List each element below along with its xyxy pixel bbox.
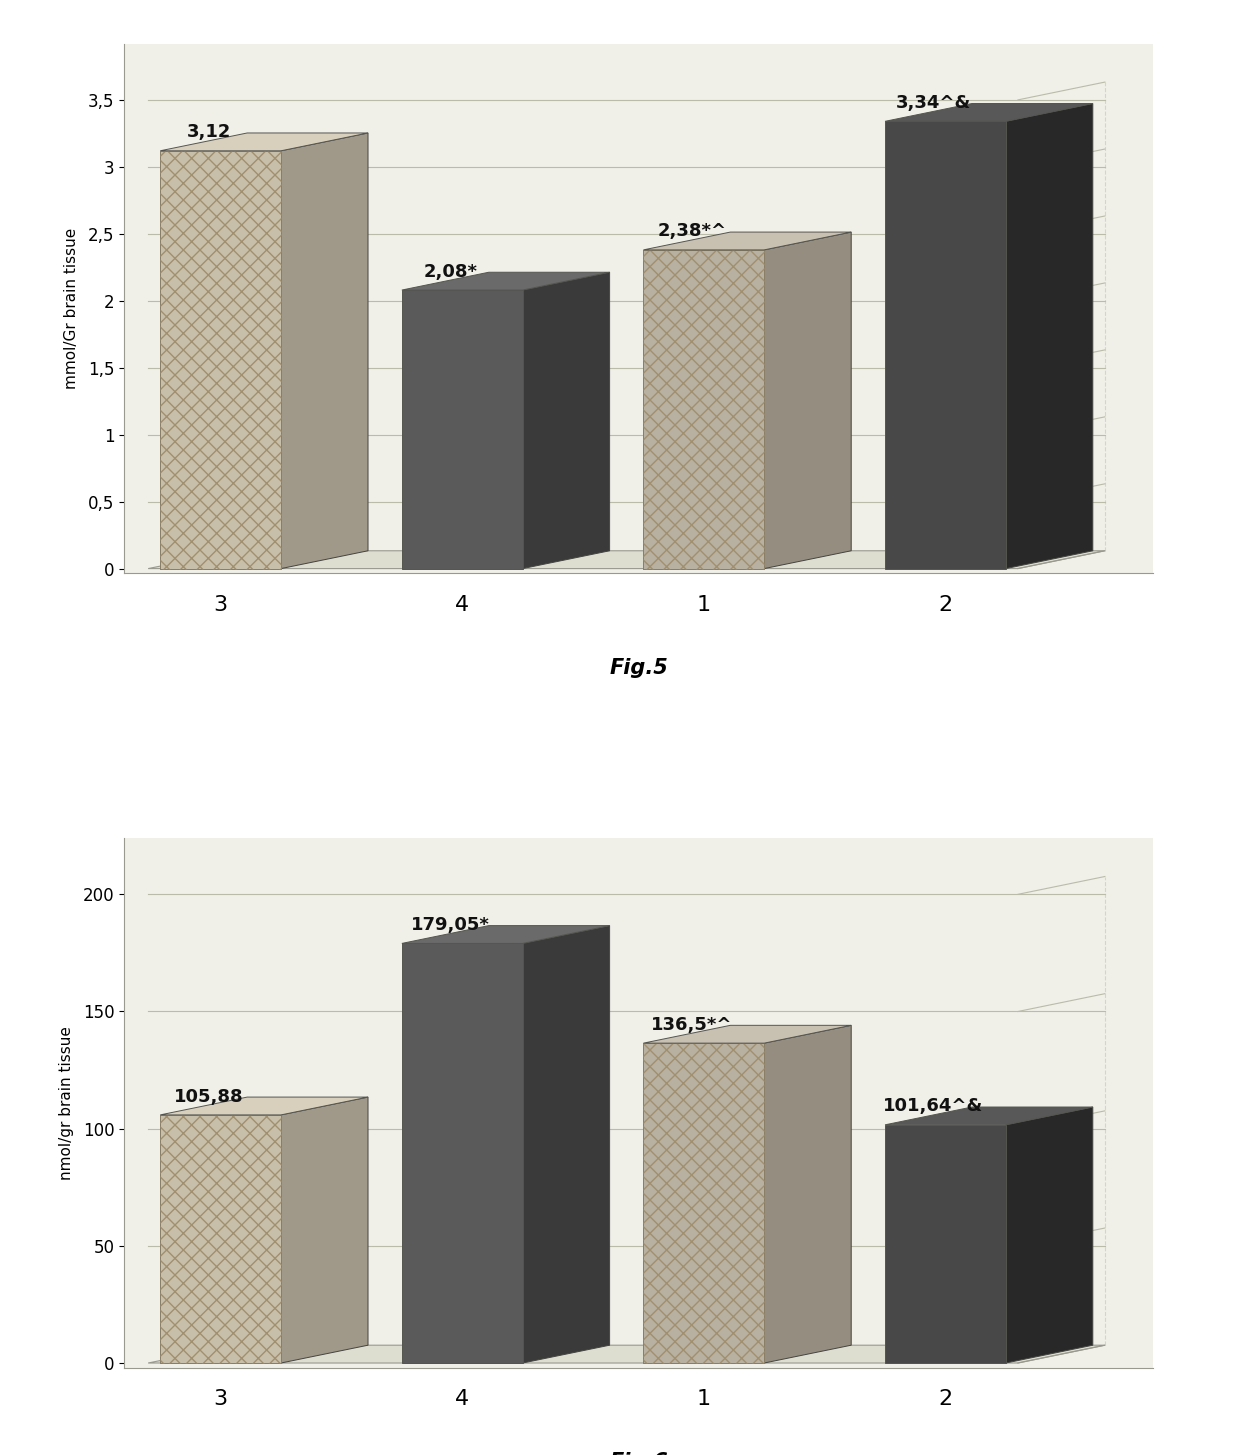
Polygon shape: [402, 925, 610, 943]
Polygon shape: [160, 1115, 281, 1363]
Polygon shape: [160, 151, 281, 569]
Polygon shape: [1006, 103, 1092, 569]
Text: 105,88: 105,88: [174, 1087, 243, 1106]
Polygon shape: [281, 132, 368, 569]
Polygon shape: [644, 250, 764, 569]
Polygon shape: [644, 1043, 764, 1363]
Polygon shape: [885, 103, 1092, 121]
Polygon shape: [281, 1097, 368, 1363]
Polygon shape: [644, 231, 851, 250]
Polygon shape: [160, 1097, 368, 1115]
Text: 136,5*^: 136,5*^: [651, 1016, 733, 1033]
Polygon shape: [148, 551, 1105, 569]
Polygon shape: [885, 1125, 1006, 1363]
Text: 3,12: 3,12: [186, 124, 231, 141]
Polygon shape: [1006, 1107, 1092, 1363]
Text: 3,34^&: 3,34^&: [895, 95, 971, 112]
Polygon shape: [402, 290, 522, 569]
Polygon shape: [522, 272, 610, 569]
Polygon shape: [644, 1026, 851, 1043]
Polygon shape: [402, 943, 522, 1363]
Y-axis label: mmol/Gr brain tissue: mmol/Gr brain tissue: [64, 228, 79, 388]
Polygon shape: [160, 132, 368, 151]
Polygon shape: [764, 231, 851, 569]
Polygon shape: [522, 925, 610, 1363]
Text: 2,08*: 2,08*: [423, 263, 477, 281]
Text: Fig.6: Fig.6: [609, 1452, 668, 1455]
Polygon shape: [148, 1346, 1105, 1363]
Polygon shape: [885, 1107, 1092, 1125]
Text: Fig.5: Fig.5: [609, 658, 668, 678]
Text: 179,05*: 179,05*: [410, 917, 490, 934]
Polygon shape: [764, 1026, 851, 1363]
Y-axis label: nmol/gr brain tissue: nmol/gr brain tissue: [60, 1026, 74, 1180]
Text: 2,38*^: 2,38*^: [657, 223, 727, 240]
Text: 101,64^&: 101,64^&: [883, 1097, 983, 1116]
Polygon shape: [402, 272, 610, 290]
Polygon shape: [885, 121, 1006, 569]
